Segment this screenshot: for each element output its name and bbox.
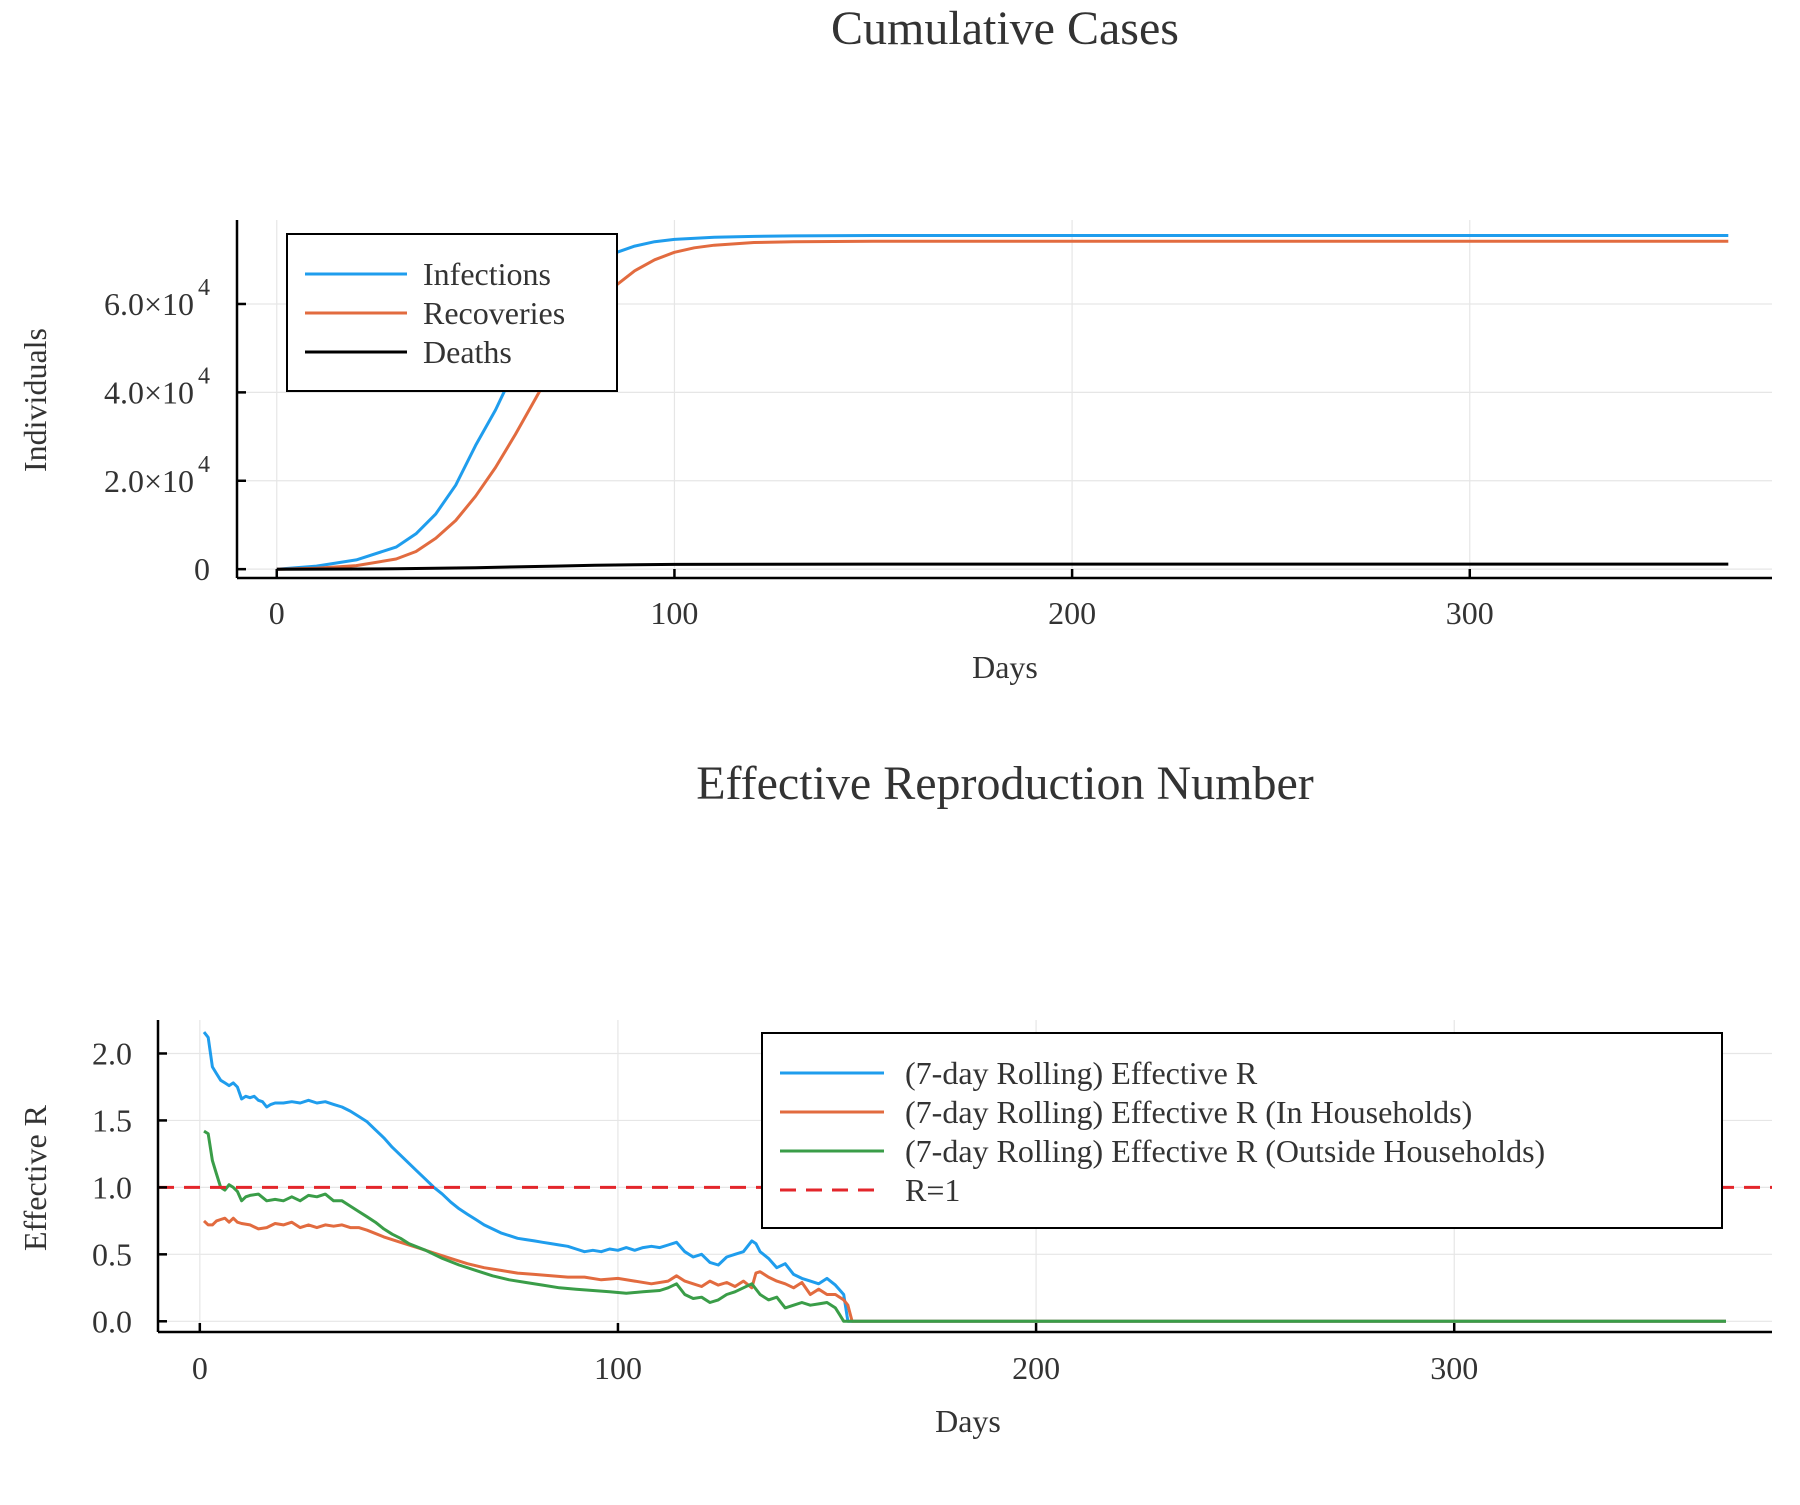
x-tick-label: 100	[594, 1350, 642, 1386]
x-axis-label: Days	[935, 1403, 1001, 1439]
legend-label-deaths: Deaths	[423, 334, 512, 370]
x-tick-label: 300	[1446, 595, 1494, 631]
series-line-7-day-rolling-effective-r-outside-households	[203, 1129, 1726, 1323]
x-tick-label: 0	[192, 1350, 208, 1386]
legend-label-infections: Infections	[423, 256, 551, 292]
y-tick-label: 2.0×10 4	[104, 452, 210, 499]
x-tick-label: 100	[650, 595, 698, 631]
y-tick-label: 0	[194, 551, 210, 587]
y-tick-label: 6.0×10 4	[104, 275, 210, 322]
grid	[237, 220, 1772, 578]
y-tick-label: 4.0×10 4	[104, 363, 210, 410]
axes	[156, 1020, 1772, 1334]
legend-label-recoveries: Recoveries	[423, 295, 565, 331]
cumulative-cases-chart: Cumulative Cases 0 100 200 300 0 2.0×10 4 4.0×…	[17, 2, 1772, 685]
y-tick-label: 1.5	[92, 1102, 132, 1138]
series-line-deaths	[276, 562, 1729, 571]
y-axis-label: Effective R	[17, 1104, 53, 1251]
y-tick-labels: 0 2.0×10 4 4.0×10 4 6.0×10 4	[104, 275, 210, 587]
legend-box	[761, 1032, 1723, 1229]
x-tick-label: 200	[1012, 1350, 1060, 1386]
y-tick-label: 2.0	[92, 1035, 132, 1071]
y-axis-label: Individuals	[17, 328, 53, 472]
legend-label-effective-r: (7-day Rolling) Effective R	[905, 1055, 1258, 1091]
y-tick-labels: 0.0 0.5 1.0 1.5 2.0	[92, 1035, 132, 1339]
legend: (7-day Rolling) Effective R (7-day Rolli…	[761, 1032, 1723, 1229]
legend-label-in-households: (7-day Rolling) Effective R (In Househol…	[905, 1094, 1472, 1130]
x-tick-label: 200	[1048, 595, 1096, 631]
y-tick-label: 1.0	[92, 1169, 132, 1205]
legend-label-r-equals-1: R=1	[905, 1172, 960, 1208]
series-line-7-day-rolling-effective-r	[202, 1031, 1726, 1323]
x-axis-label: Days	[972, 649, 1038, 685]
x-tick-label: 0	[269, 595, 285, 631]
effective-r-chart: Effective Reproduction Number 0 100 200 300…	[17, 757, 1772, 1439]
x-tick-label: 300	[1430, 1350, 1478, 1386]
chart-title: Cumulative Cases	[831, 2, 1179, 55]
y-tick-label: 0.5	[92, 1236, 132, 1272]
x-tick-labels: 0 100 200 300	[269, 595, 1494, 631]
y-tick-label: 0.0	[92, 1303, 132, 1339]
chart-title: Effective Reproduction Number	[696, 757, 1314, 810]
axes	[235, 220, 1772, 580]
legend-label-outside-households: (7-day Rolling) Effective R (Outside Hou…	[905, 1133, 1545, 1169]
legend: Infections Recoveries Deaths	[286, 233, 618, 392]
series-line-7-day-rolling-effective-r-in-households	[202, 1216, 1726, 1323]
x-tick-labels: 0 100 200 300	[192, 1350, 1478, 1386]
